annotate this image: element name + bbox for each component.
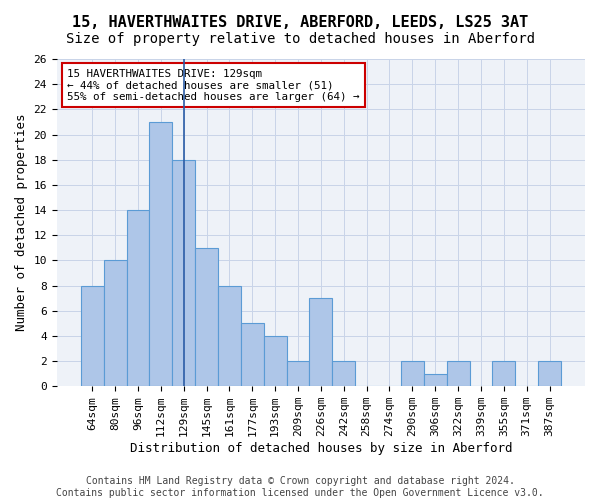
Y-axis label: Number of detached properties: Number of detached properties bbox=[15, 114, 28, 332]
Text: 15 HAVERTHWAITES DRIVE: 129sqm
← 44% of detached houses are smaller (51)
55% of : 15 HAVERTHWAITES DRIVE: 129sqm ← 44% of … bbox=[67, 69, 360, 102]
Bar bbox=[538, 361, 561, 386]
Bar bbox=[287, 361, 310, 386]
Bar bbox=[264, 336, 287, 386]
Bar bbox=[81, 286, 104, 386]
Text: Contains HM Land Registry data © Crown copyright and database right 2024.
Contai: Contains HM Land Registry data © Crown c… bbox=[56, 476, 544, 498]
Text: 15, HAVERTHWAITES DRIVE, ABERFORD, LEEDS, LS25 3AT: 15, HAVERTHWAITES DRIVE, ABERFORD, LEEDS… bbox=[72, 15, 528, 30]
Bar bbox=[195, 248, 218, 386]
Text: Size of property relative to detached houses in Aberford: Size of property relative to detached ho… bbox=[65, 32, 535, 46]
Bar bbox=[424, 374, 446, 386]
Bar bbox=[310, 298, 332, 386]
Bar bbox=[493, 361, 515, 386]
Bar bbox=[104, 260, 127, 386]
Bar bbox=[241, 324, 264, 386]
X-axis label: Distribution of detached houses by size in Aberford: Distribution of detached houses by size … bbox=[130, 442, 512, 455]
Bar bbox=[149, 122, 172, 386]
Bar bbox=[218, 286, 241, 386]
Bar bbox=[401, 361, 424, 386]
Bar bbox=[172, 160, 195, 386]
Bar bbox=[127, 210, 149, 386]
Bar bbox=[332, 361, 355, 386]
Bar bbox=[446, 361, 470, 386]
